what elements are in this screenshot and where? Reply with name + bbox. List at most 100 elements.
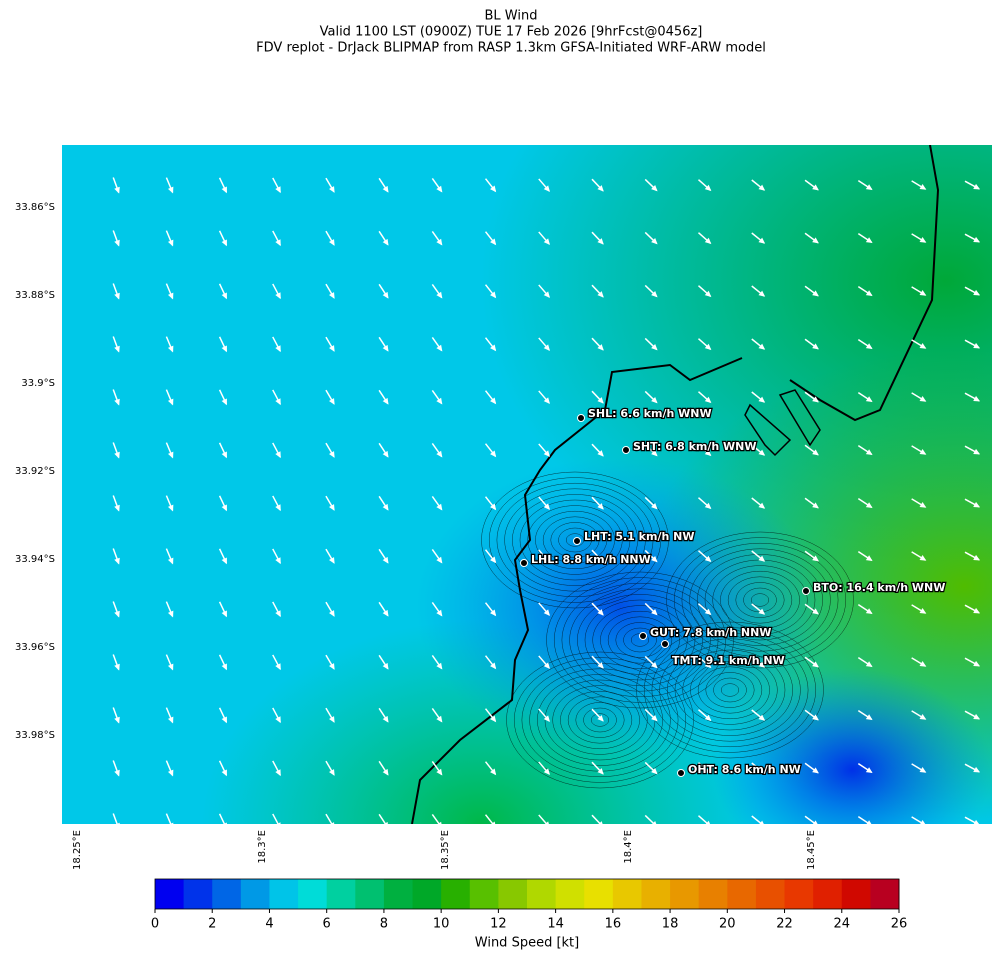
contour [615, 622, 665, 658]
arrow-head [116, 822, 120, 824]
arrow-head [651, 237, 658, 245]
arrow-head [704, 661, 712, 669]
arrow-head [597, 609, 604, 616]
arrow-head [221, 451, 227, 459]
colorbar-segment [555, 879, 585, 909]
contour [584, 599, 696, 681]
wind-arrow [272, 813, 279, 824]
arrow-head [812, 237, 819, 244]
arrow-head [920, 820, 926, 824]
arrow-head [597, 450, 604, 457]
arrow-head [328, 663, 335, 670]
contour [712, 565, 808, 635]
contour [560, 690, 640, 750]
arrow-head [812, 343, 819, 350]
arrow-head [973, 554, 981, 561]
arrow-head [167, 504, 174, 512]
arrow-head [651, 767, 658, 775]
arrow-head [919, 449, 927, 455]
arrow-head [651, 184, 658, 192]
colorbar-segment [498, 879, 528, 909]
contour [682, 655, 778, 725]
contour [488, 477, 662, 603]
contour [521, 662, 679, 778]
arrow-head [490, 185, 497, 193]
arrow-head [758, 290, 766, 297]
arrow-head [275, 186, 281, 194]
lat-label: 33.9°S [21, 378, 55, 389]
wind-arrow [698, 815, 710, 824]
arrow-head [812, 661, 819, 668]
arrow-head [382, 397, 389, 405]
colorbar-segment [584, 879, 614, 909]
arrow-head [973, 395, 981, 402]
arrow-head [167, 769, 174, 777]
arrow-head [382, 715, 389, 723]
colorbar-segment [469, 879, 499, 909]
arrow-head [597, 768, 604, 775]
contour [720, 683, 740, 697]
arrow-head [114, 769, 120, 777]
contour [659, 638, 801, 742]
arrow-head [758, 661, 766, 668]
arrow-head [973, 766, 981, 773]
arrow-head [758, 449, 766, 456]
contour [569, 588, 711, 692]
arrow-head [382, 291, 389, 299]
arrow-head [436, 662, 443, 670]
station-marker [520, 559, 528, 567]
arrow-head [919, 661, 927, 667]
contour [583, 707, 617, 733]
arrow-head [812, 290, 819, 297]
contour [735, 582, 785, 618]
colorbar-tick-label: 26 [891, 917, 908, 932]
arrow-head [597, 397, 604, 404]
arrow-head [597, 238, 604, 245]
arrow-head [275, 504, 281, 512]
arrow-head [221, 239, 227, 247]
colorbar-tick-label: 24 [833, 917, 850, 932]
arrow-head [865, 184, 873, 191]
arrow-head [812, 184, 819, 191]
arrow-head [437, 821, 442, 824]
arrow-head [919, 396, 927, 402]
arrow-head [919, 767, 927, 773]
station-label: LHL: 8.8 km/h NNW [531, 553, 651, 566]
station-label: TMT: 9.1 km/h NW [672, 654, 785, 667]
arrow-head [221, 292, 227, 300]
arrow-head [382, 450, 389, 458]
wind-arrow [591, 814, 602, 824]
arrow-head [167, 610, 174, 618]
contour [689, 548, 831, 652]
wind-arrow [484, 814, 494, 824]
arrow-head [167, 186, 174, 194]
arrow-head [543, 609, 550, 616]
contour [527, 505, 623, 575]
arrow-head [865, 661, 873, 668]
colorbar-tick-label: 16 [605, 917, 622, 932]
arrow-head [545, 821, 549, 824]
contour [697, 554, 823, 646]
arrow-head [919, 184, 927, 190]
arrow-head [919, 502, 927, 508]
arrow-head [597, 662, 604, 669]
arrow-head [865, 396, 873, 403]
station-marker [802, 587, 810, 595]
arrow-head [704, 449, 712, 457]
colorbar-tick-label: 0 [151, 917, 159, 932]
contour [513, 657, 687, 783]
arrow-head [490, 715, 497, 723]
colorbar-tick-label: 4 [265, 917, 273, 932]
station-marker [577, 414, 585, 422]
contour [727, 576, 793, 624]
arrow-head [221, 557, 227, 565]
station-marker [639, 632, 647, 640]
arrow-head [919, 608, 927, 614]
colorbar-segment [240, 879, 270, 909]
arrow-head [597, 291, 604, 298]
arrow-head [543, 715, 550, 722]
lon-label: 18.45°E [806, 830, 817, 870]
arrow-head [167, 663, 174, 671]
arrow-head [490, 556, 497, 564]
arrow-head [759, 820, 764, 824]
